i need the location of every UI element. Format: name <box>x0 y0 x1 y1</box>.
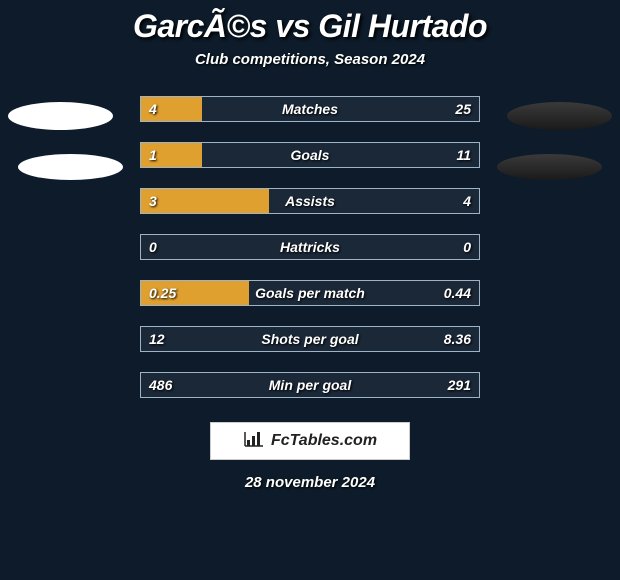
value-right: 25 <box>455 101 471 117</box>
stat-row: 0 0 Hattricks <box>140 234 480 260</box>
stat-row: 0.25 0.44 Goals per match <box>140 280 480 306</box>
stat-row: 12 8.36 Shots per goal <box>140 326 480 352</box>
value-left: 0 <box>149 239 157 255</box>
value-left: 3 <box>149 193 157 209</box>
stat-label: Min per goal <box>269 377 351 393</box>
value-left: 486 <box>149 377 172 393</box>
team-badge-right-2 <box>497 154 602 180</box>
stat-label: Shots per goal <box>261 331 358 347</box>
stat-label: Assists <box>285 193 335 209</box>
stat-label: Goals per match <box>255 285 365 301</box>
value-left: 0.25 <box>149 285 176 301</box>
subtitle: Club competitions, Season 2024 <box>0 51 620 68</box>
stat-row: 4 25 Matches <box>140 96 480 122</box>
bar-left <box>141 189 269 213</box>
value-left: 4 <box>149 101 157 117</box>
value-left: 1 <box>149 147 157 163</box>
value-right: 8.36 <box>444 331 471 347</box>
value-right: 291 <box>448 377 471 393</box>
stat-row: 111Goals <box>140 142 480 168</box>
stat-rows: 425Matches111Goals34Assists00Hattricks0.… <box>140 96 480 418</box>
value-right: 0.44 <box>444 285 471 301</box>
comparison-chart: 425Matches111Goals34Assists00Hattricks0.… <box>0 96 620 406</box>
team-badge-left-1 <box>8 102 113 130</box>
stat-label: Hattricks <box>280 239 340 255</box>
team-badge-right-1 <box>507 102 612 130</box>
page-title: GarcÃ©s vs Gil Hurtado <box>0 8 620 45</box>
value-left: 12 <box>149 331 165 347</box>
logo-text: FcTables.com <box>271 432 377 450</box>
stat-row: 486 291 Min per goal <box>140 372 480 398</box>
header: GarcÃ©s vs Gil Hurtado Club competitions… <box>0 0 620 68</box>
stat-label: Goals <box>291 147 330 163</box>
value-right: 11 <box>456 147 471 163</box>
stat-row: 3 4 Assists <box>140 188 480 214</box>
logo-box: FcTables.com <box>210 422 410 460</box>
date-label: 28 november 2024 <box>0 474 620 491</box>
value-right: 0 <box>463 239 471 255</box>
logo-icon <box>243 430 265 453</box>
team-badge-left-2 <box>18 154 123 180</box>
value-right: 4 <box>463 193 471 209</box>
stat-label: Matches <box>282 101 338 117</box>
